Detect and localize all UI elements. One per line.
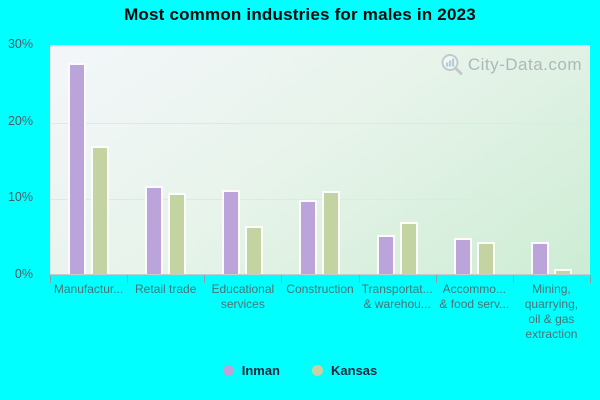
legend-item-inman: Inman [222,363,281,378]
bar-inman [68,62,87,274]
legend-swatch-inman [222,365,234,376]
bar-group [513,46,590,274]
legend-label: Kansas [331,363,378,378]
bar-group [281,46,358,274]
bar-kansas [245,226,264,274]
bar-kansas [91,146,110,274]
bar-groups [50,46,590,274]
x-axis-label: Transportat... & warehou... [361,282,433,311]
bar-group [436,46,513,274]
bar-kansas [476,242,495,274]
city-data-logo-icon [441,54,463,75]
legend-label: Inman [241,363,281,378]
bar-inman [299,200,318,274]
x-axis-label: Construction [286,282,354,296]
y-tick-label: 10% [7,190,33,205]
bar-group [359,46,436,274]
bar-kansas [322,191,341,274]
legend-item-kansas: Kansas [312,363,377,378]
bar-group [204,46,281,274]
x-axis-label: Manufactur... [53,282,124,296]
bar-group [127,46,204,274]
bar-kansas [168,192,187,274]
legend-swatch-kansas [312,365,324,376]
x-tick-mark [50,275,51,283]
x-axis-label: Accommo... & food serv... [439,282,510,311]
y-tick-label: 20% [7,113,33,128]
bar-kansas [553,268,572,274]
gridline-30 [50,46,590,47]
y-tick-label: 0% [14,267,33,281]
watermark-text: City-Data.com [467,54,582,74]
x-tick-mark [281,275,283,283]
bar-inman [453,237,472,274]
gridline-20 [50,122,590,124]
chart-title: Most common industries for males in 2023 [124,5,476,24]
x-tick-mark [127,275,129,283]
watermark: City-Data.com [440,53,582,76]
plot-area: City-Data.com [50,45,590,275]
bar-kansas [399,221,418,274]
x-axis-label: Educational services [211,282,275,311]
gridline-10 [50,199,590,201]
y-tick-label: 30% [7,37,33,51]
x-tick-mark [358,275,360,283]
x-axis-label: Retail trade [135,282,197,296]
x-tick-mark [204,275,206,283]
bar-group [50,46,127,274]
x-tick-mark [435,275,437,283]
bar-inman [530,242,549,274]
bar-inman [145,185,164,274]
bar-inman [222,190,241,274]
x-axis-label: Mining, quarrying, oil & gas extraction [524,282,579,341]
x-tick-mark [512,275,514,283]
legend: Inman Kansas [0,363,600,378]
x-tick-mark [590,275,591,283]
bar-inman [376,235,395,274]
